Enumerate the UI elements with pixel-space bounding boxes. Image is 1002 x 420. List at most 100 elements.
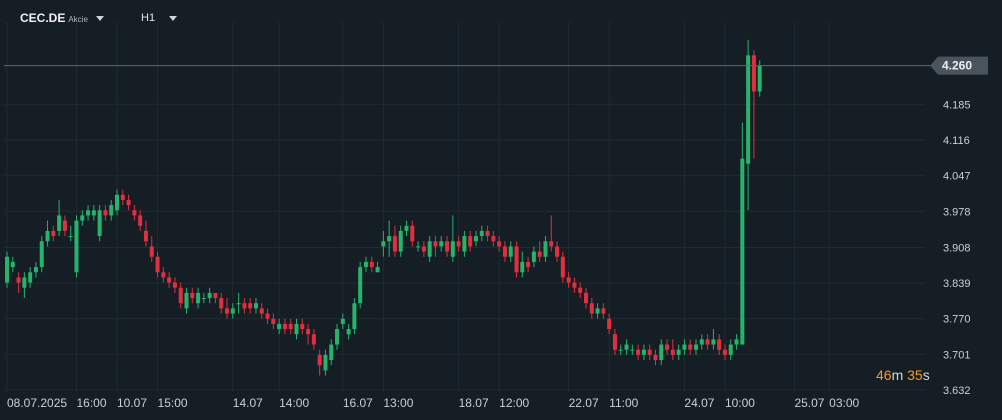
candle-body (236, 303, 241, 305)
candle (404, 220, 409, 237)
candle-body (68, 236, 73, 238)
candle (311, 329, 316, 350)
candle (665, 339, 670, 355)
candle (549, 215, 554, 252)
candle-body (97, 210, 102, 237)
candle (699, 334, 704, 350)
candle-body (473, 236, 478, 242)
grid-lines (4, 22, 925, 392)
candle-body (711, 339, 716, 345)
symbol-selector[interactable]: CEC.DE Akcie (20, 11, 104, 25)
candle-body (109, 205, 114, 216)
candle (462, 230, 467, 257)
candles (5, 39, 762, 376)
candle (306, 323, 311, 345)
candle-body (746, 55, 751, 164)
candle (271, 313, 276, 330)
candle-body (91, 210, 96, 216)
candle (641, 344, 646, 361)
candle-body (688, 344, 693, 350)
x-tick-label: 24.07 (684, 396, 714, 410)
candle-body (51, 230, 56, 237)
x-tick-label: 22.07 (569, 396, 599, 410)
y-tick-label: 3.770 (943, 314, 971, 326)
candle-body (375, 267, 380, 273)
candle-body (416, 246, 421, 248)
candle-body (39, 241, 44, 268)
candle (682, 339, 687, 355)
candle (740, 122, 745, 345)
candle-body (62, 220, 67, 231)
candle (688, 339, 693, 355)
candle (253, 298, 258, 314)
candle-body (230, 308, 235, 314)
candle-body (172, 282, 177, 288)
candle-body (57, 215, 62, 231)
candle-body (74, 220, 79, 273)
y-tick-label: 3.839 (943, 278, 971, 290)
candle (456, 236, 461, 252)
candle (167, 272, 172, 288)
candle-body (555, 246, 560, 257)
candle-body (485, 230, 490, 237)
candle (219, 292, 224, 314)
candle-body (115, 194, 120, 211)
x-tick-label: 11:00 (609, 396, 638, 410)
candle-body (624, 344, 629, 350)
candle-body (578, 287, 583, 293)
candle (86, 205, 91, 221)
candle (537, 241, 542, 262)
candle (120, 189, 125, 206)
candle-body (387, 236, 392, 242)
candle (722, 344, 727, 361)
candle (520, 251, 525, 278)
candle (68, 225, 73, 242)
candle-body (445, 241, 450, 252)
candle-body (722, 349, 727, 355)
candle-body (213, 292, 218, 299)
candle-body (196, 292, 201, 304)
candle (149, 236, 154, 262)
candle (22, 272, 27, 299)
candle (387, 220, 392, 257)
candle (607, 313, 612, 335)
candle-body (641, 349, 646, 355)
candle (207, 287, 212, 304)
candle-body (404, 225, 409, 231)
candle (566, 272, 571, 288)
candle (392, 225, 397, 257)
candle-body (311, 334, 316, 345)
candle-body (242, 303, 247, 309)
candle-body (16, 277, 21, 283)
candle (479, 225, 484, 242)
candle-body (103, 210, 108, 216)
candle (28, 267, 33, 288)
candle-body (479, 230, 484, 237)
candle (630, 344, 635, 355)
candle-body (439, 241, 444, 247)
candle (115, 189, 120, 216)
candle-body (456, 241, 461, 247)
x-tick-label: 08.07.2025 (7, 396, 67, 410)
candle (213, 292, 218, 304)
candle-body (323, 354, 328, 371)
candle-body (80, 215, 85, 221)
candle (560, 251, 565, 283)
candle-body (178, 287, 183, 304)
candle-body (329, 344, 334, 361)
candle (497, 236, 502, 252)
candle (427, 236, 432, 262)
candle-body (167, 277, 172, 283)
candle-body (612, 334, 617, 350)
candle-body (201, 298, 206, 300)
candle-body (340, 318, 345, 324)
candle (178, 282, 183, 309)
candle (584, 287, 588, 309)
timeframe-selector[interactable]: H1 (141, 12, 178, 24)
candle (277, 318, 282, 335)
candle-body (352, 303, 357, 330)
candle (381, 230, 386, 257)
candle-body (717, 339, 722, 350)
candle-body (277, 323, 282, 330)
